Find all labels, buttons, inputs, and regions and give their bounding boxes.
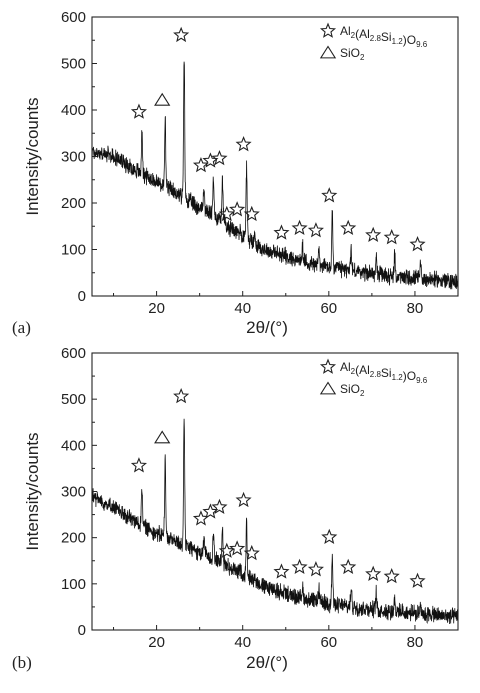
mullite-peak-marker xyxy=(273,224,290,240)
mullite-peak-marker xyxy=(235,491,252,508)
mullite-peak-marker xyxy=(235,136,252,152)
y-tick-label: 500 xyxy=(61,391,86,408)
legend-label: Al2(Al2.8Si1.2)O9.6 xyxy=(340,360,428,385)
mullite-peak-marker xyxy=(340,558,357,575)
mullite-peak-marker xyxy=(365,226,382,243)
y-tick-label: 100 xyxy=(61,242,86,259)
mullite-peak-marker xyxy=(218,205,235,222)
legend-label: Al2(Al2.8Si1.2)O9.6 xyxy=(340,24,428,49)
mullite-peak-marker xyxy=(409,236,426,252)
mullite-peak-marker xyxy=(273,563,290,579)
mullite-peak-marker xyxy=(173,26,190,43)
y-tick-label: 200 xyxy=(61,530,86,547)
plot-frame xyxy=(91,352,459,631)
mullite-peak-marker xyxy=(243,205,260,222)
x-axis-title: 2θ/(°) xyxy=(246,318,288,337)
y-tick-label: 400 xyxy=(61,102,86,119)
mullite-peak-marker xyxy=(192,156,210,173)
mullite-peak-marker xyxy=(321,187,338,203)
mullite-peak-marker xyxy=(365,565,382,581)
mullite-peak-marker xyxy=(211,149,228,166)
x-tick-label: 20 xyxy=(148,634,165,651)
x-tick-label: 40 xyxy=(234,634,251,651)
mullite-peak-marker xyxy=(307,561,324,577)
legend-triangle-icon xyxy=(319,381,337,395)
mullite-peak-marker xyxy=(229,540,246,556)
mullite-peak-marker xyxy=(291,219,308,236)
mullite-peak-marker xyxy=(130,103,148,119)
mullite-peak-marker xyxy=(173,387,190,404)
mullite-peak-marker xyxy=(321,528,338,545)
y-tick-label: 500 xyxy=(61,56,86,73)
y-tick-label: 600 xyxy=(61,9,86,26)
legend-label: SiO2 xyxy=(340,382,365,398)
y-tick-label: 100 xyxy=(61,576,86,593)
x-tick-label: 20 xyxy=(148,300,165,317)
x-tick-label: 80 xyxy=(407,634,424,651)
intensity-curve xyxy=(91,418,459,625)
x-axis-title: 2θ/(°) xyxy=(246,653,288,672)
legend-star-icon xyxy=(319,22,337,38)
legend-triangle-icon xyxy=(319,45,337,59)
y-tick-label: 600 xyxy=(61,345,86,362)
x-tick-label: 60 xyxy=(320,300,337,317)
mullite-peak-marker xyxy=(243,544,260,561)
y-tick-label: 300 xyxy=(61,149,86,166)
mullite-peak-marker xyxy=(211,498,228,515)
legend-star-icon xyxy=(319,358,337,374)
mullite-peak-marker xyxy=(383,229,400,245)
mullite-peak-marker xyxy=(409,572,426,588)
y-axis-title: Intensity/counts xyxy=(23,97,42,215)
mullite-peak-marker xyxy=(340,219,357,236)
x-tick-label: 60 xyxy=(320,634,337,651)
x-tick-label: 80 xyxy=(407,300,424,317)
y-tick-label: 300 xyxy=(61,484,86,501)
mullite-peak-marker xyxy=(229,201,246,217)
mullite-peak-marker xyxy=(383,567,400,584)
sio2-peak-marker xyxy=(154,92,171,106)
y-tick-label: 0 xyxy=(78,622,86,639)
mullite-peak-marker xyxy=(307,222,324,238)
panel-label: (a) xyxy=(12,318,31,337)
y-tick-label: 200 xyxy=(61,195,86,212)
xrd-panel-b: 0 100 200 300 400 500 600 20 40 60 80 Intensity/cou… xyxy=(12,345,459,672)
mullite-peak-marker xyxy=(291,558,308,575)
panel-label: (b) xyxy=(12,653,32,672)
sio2-peak-marker xyxy=(154,430,171,444)
legend-label: SiO2 xyxy=(340,46,365,62)
y-tick-label: 400 xyxy=(61,437,86,454)
mullite-peak-marker xyxy=(130,457,148,473)
mullite-peak-marker xyxy=(218,542,235,558)
xrd-panel-a: 0 100 200 300 400 500 600 20 40 60 80 Intensity/cou… xyxy=(12,9,459,337)
y-axis-title: Intensity/counts xyxy=(23,432,42,550)
intensity-curve xyxy=(91,61,459,290)
mullite-peak-marker xyxy=(202,503,219,519)
y-tick-label: 0 xyxy=(78,288,86,305)
x-tick-label: 40 xyxy=(234,300,251,317)
